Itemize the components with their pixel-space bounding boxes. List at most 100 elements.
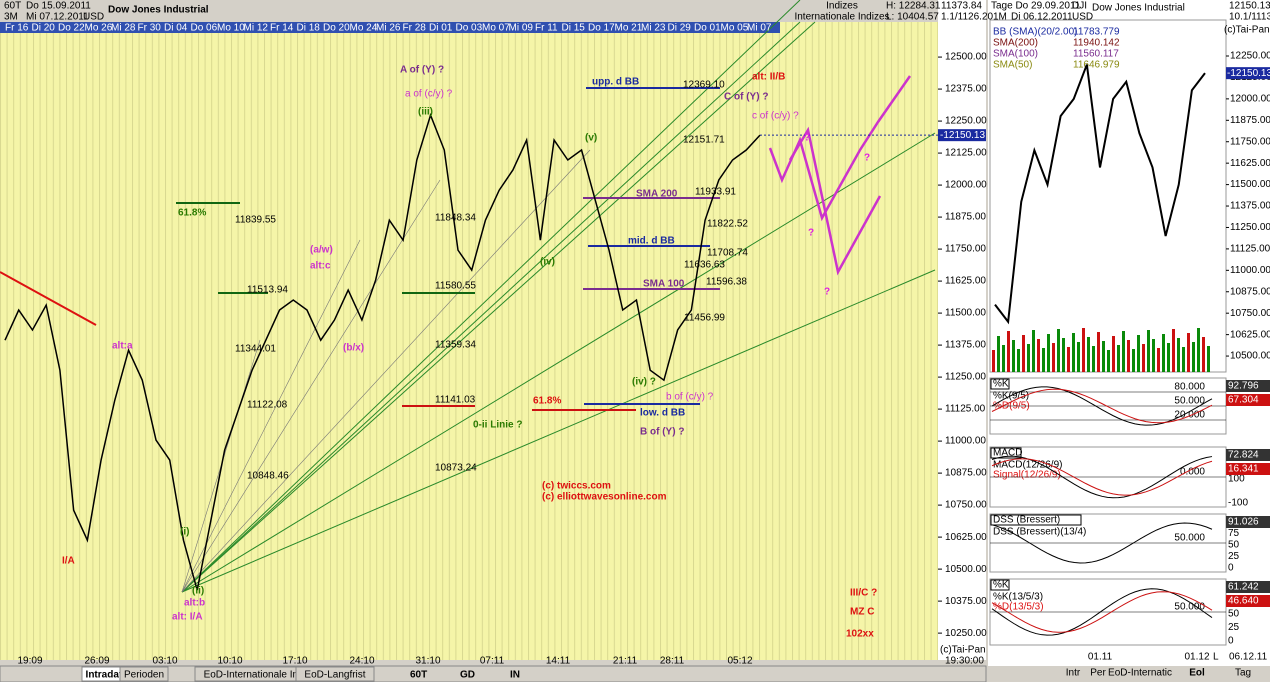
annotation: C of (Y) ? <box>724 92 768 103</box>
x-tick-label: 17:10 <box>282 656 307 667</box>
annotation: 11933.91 <box>695 187 736 198</box>
value-box <box>1226 516 1270 528</box>
tab[interactable] <box>119 666 169 682</box>
tick-label: 75 <box>1228 528 1240 539</box>
value-box <box>1226 581 1270 593</box>
annotation: 11596.38 <box>706 277 747 288</box>
header-text: Di 06.12.2011 <box>1011 12 1073 23</box>
indicator-tag: DSS (Bressert) <box>993 515 1060 526</box>
volume-bar <box>1032 330 1035 372</box>
header-text: Do 15.09.2011 <box>26 1 91 12</box>
annotation: III/C ? <box>850 588 877 599</box>
header-text: Tage Do 29.09.2011 <box>991 1 1081 12</box>
volume-bar <box>1177 338 1180 372</box>
annotation: alt:b <box>184 598 205 609</box>
volume-bar <box>1187 333 1190 372</box>
indicator-tag-box <box>990 447 1022 459</box>
tab-label: Intr <box>1066 668 1081 679</box>
volume-bar <box>1152 339 1155 372</box>
volume-bar <box>1207 346 1210 372</box>
y-tick-label: 10750.00 <box>1230 308 1270 319</box>
annotation: (i) <box>180 527 189 538</box>
price-line <box>994 64 1206 325</box>
indicator-curve <box>991 388 1213 424</box>
x-tick-label: 21:11 <box>613 656 638 667</box>
x-tick-label: 19:09 <box>17 656 42 667</box>
level-label: 0.000 <box>1180 467 1205 478</box>
annotation: (c) elliottwavesonline.com <box>542 492 667 503</box>
y-tick-label: 11250.00 <box>945 372 986 383</box>
legend-value: 11560.117 <box>1073 49 1119 60</box>
volume-bar <box>1012 340 1015 372</box>
volume-bar <box>992 350 995 372</box>
tick-label: 25 <box>1228 622 1240 633</box>
annotation: 11636.63 <box>684 260 725 271</box>
legend-name: BB (SMA)(20/2.00) <box>993 27 1077 38</box>
annotation: (iv) <box>540 257 555 268</box>
header-text: 11373.84 <box>941 1 982 12</box>
indicator-curve <box>991 386 1213 426</box>
annotation: SMA 100 <box>643 279 685 290</box>
annotation: upp. d BB <box>592 77 639 88</box>
y-tick-label: 10250.00 <box>945 628 987 639</box>
y-tick-label: 10875.00 <box>1230 286 1270 297</box>
y-tick-label: 11625.00 <box>1230 158 1270 169</box>
tick-label: 50 <box>1228 540 1240 551</box>
legend-name: SMA(200) <box>993 38 1038 49</box>
annotation: A of (Y) ? <box>400 65 444 76</box>
header-text: 12150.13 <box>1229 1 1270 12</box>
date-cell: Mi 28 <box>111 23 136 34</box>
indicator-tag-box <box>990 514 1082 526</box>
header-text: Indizes <box>826 1 858 12</box>
tab-label: EoD-Langfrist <box>304 670 365 681</box>
volume-bar <box>1082 328 1085 372</box>
date-cell: Mo 24 <box>350 23 378 34</box>
volume-bar <box>1057 329 1060 372</box>
value-label: 46.640 <box>1228 596 1259 607</box>
annotation: 11359.34 <box>435 340 476 351</box>
tick-label: 0 <box>1228 563 1234 574</box>
last-price: -12150.13 <box>1227 68 1270 79</box>
volume-bar <box>1172 329 1175 372</box>
y-tick-label: 11750.00 <box>1230 136 1270 147</box>
volume-bar <box>1132 349 1135 372</box>
annotation: alt:a <box>112 341 133 352</box>
date-cell: Fr 30 <box>138 23 162 34</box>
indicator-curve <box>991 588 1213 636</box>
y-tick-label: 10625.00 <box>1230 329 1270 340</box>
volume-bar <box>1127 340 1130 372</box>
tab-label: EoD-Internatic <box>1108 668 1172 679</box>
y-tick-label: 12500.00 <box>945 52 987 63</box>
annotation: 10873.24 <box>435 463 477 474</box>
tab[interactable] <box>295 666 375 682</box>
y-tick-label: 11375.00 <box>1230 201 1270 212</box>
volume-bar <box>997 336 1000 372</box>
volume-bar <box>1017 349 1020 372</box>
annotation: (b/x) <box>343 343 364 354</box>
volume-bar <box>1047 334 1050 372</box>
y-tick-label: 11875.00 <box>945 212 986 223</box>
annotation: 11848.34 <box>435 213 476 224</box>
annotation: ? <box>808 228 814 239</box>
date-cell: Mo 26 <box>85 23 113 34</box>
volume-bar <box>1142 344 1145 372</box>
indicator-curve <box>991 591 1213 633</box>
date-cell: Di 01 <box>429 23 453 34</box>
volume-bar <box>1092 346 1095 372</box>
control: Tag <box>1235 668 1251 679</box>
volume-bar <box>1022 335 1025 372</box>
volume-bar <box>1192 342 1195 372</box>
y-tick-label: 11875.00 <box>1230 115 1270 126</box>
value-box <box>1226 394 1270 406</box>
y-tick-label: 11500.00 <box>1230 179 1270 190</box>
volume-bar <box>1162 334 1165 372</box>
volume-bar <box>1077 342 1080 372</box>
indicator-curve <box>991 522 1213 564</box>
tick-label: 100 <box>1228 474 1245 485</box>
indicator-name: DSS (Bressert)(13/4) <box>993 527 1086 538</box>
annotation: (c) twiccs.com <box>542 481 611 492</box>
indicator-tag: %K <box>993 379 1009 390</box>
date-cell: Mo 10 <box>217 23 245 34</box>
tab-label: EoD-Internationale Indizes <box>204 670 322 681</box>
